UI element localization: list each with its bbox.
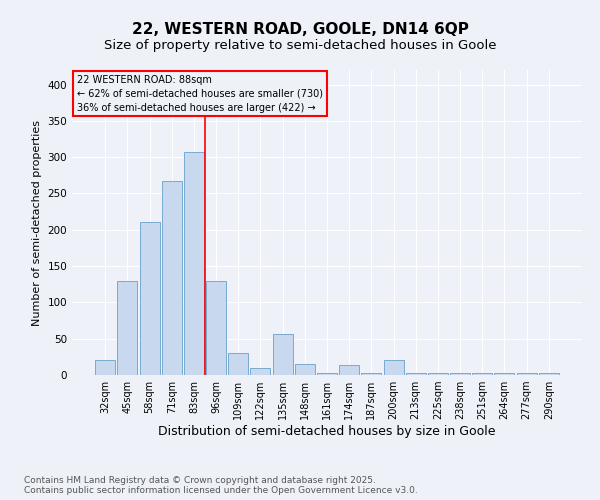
- Text: 22, WESTERN ROAD, GOOLE, DN14 6QP: 22, WESTERN ROAD, GOOLE, DN14 6QP: [131, 22, 469, 38]
- Bar: [494, 373, 514, 375]
- Bar: [406, 373, 426, 375]
- Text: Size of property relative to semi-detached houses in Goole: Size of property relative to semi-detach…: [104, 39, 496, 52]
- Bar: [472, 373, 492, 375]
- Bar: [539, 373, 559, 375]
- Bar: [383, 360, 404, 375]
- Text: Contains HM Land Registry data © Crown copyright and database right 2025.
Contai: Contains HM Land Registry data © Crown c…: [24, 476, 418, 495]
- Bar: [272, 334, 293, 375]
- Bar: [295, 364, 315, 375]
- Bar: [162, 181, 182, 375]
- Bar: [118, 280, 137, 375]
- Bar: [206, 280, 226, 375]
- X-axis label: Distribution of semi-detached houses by size in Goole: Distribution of semi-detached houses by …: [158, 425, 496, 438]
- Bar: [450, 373, 470, 375]
- Bar: [184, 152, 204, 375]
- Bar: [140, 222, 160, 375]
- Bar: [95, 360, 115, 375]
- Bar: [228, 353, 248, 375]
- Bar: [317, 373, 337, 375]
- Bar: [428, 373, 448, 375]
- Bar: [250, 368, 271, 375]
- Y-axis label: Number of semi-detached properties: Number of semi-detached properties: [32, 120, 42, 326]
- Text: 22 WESTERN ROAD: 88sqm
← 62% of semi-detached houses are smaller (730)
36% of se: 22 WESTERN ROAD: 88sqm ← 62% of semi-det…: [77, 74, 323, 112]
- Bar: [361, 373, 382, 375]
- Bar: [517, 373, 536, 375]
- Bar: [339, 365, 359, 375]
